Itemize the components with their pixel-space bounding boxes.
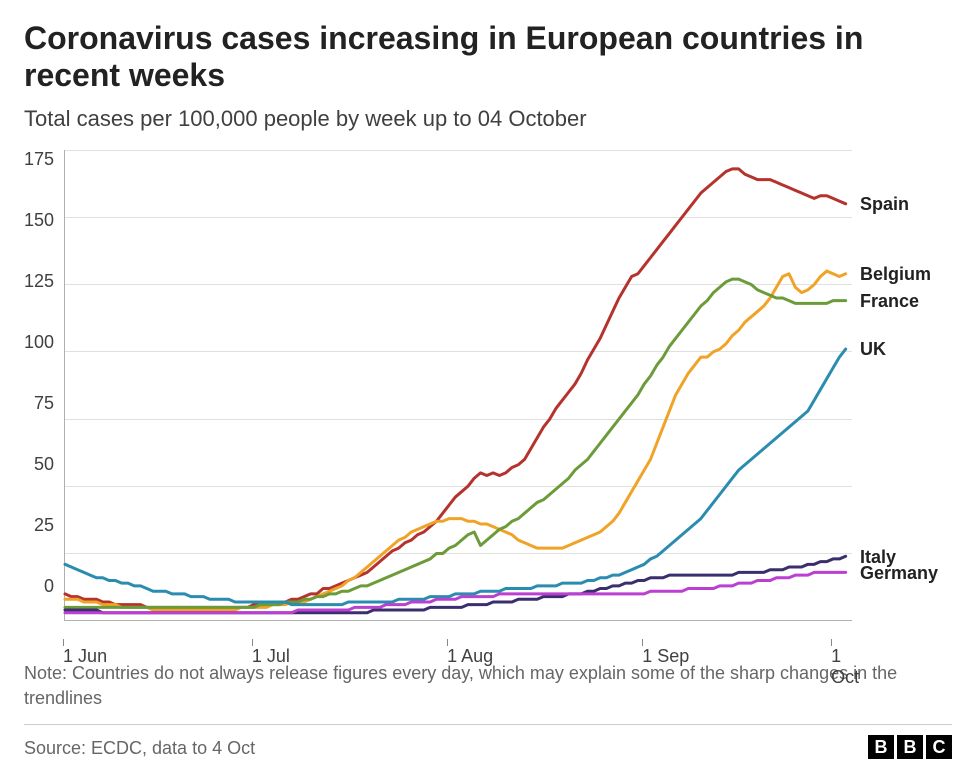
x-tick-label: 1 Oct (831, 646, 859, 688)
chart-note: Note: Countries do not always release fi… (24, 661, 952, 710)
bbc-logo-letter: B (897, 735, 923, 759)
y-tick-label: 25 (34, 516, 54, 534)
series-line-belgium (65, 271, 846, 610)
chart-container: 175 150 125 100 75 50 25 0 1 Jun1 Jul1 Aug1 Sep… (24, 150, 952, 622)
bbc-logo: BBC (868, 735, 952, 759)
x-tick-label: 1 Jun (63, 646, 107, 667)
y-tick-label: 100 (24, 333, 54, 351)
y-axis: 175 150 125 100 75 50 25 0 (24, 150, 64, 622)
y-tick-label: 175 (24, 150, 54, 168)
bbc-logo-letter: B (868, 735, 894, 759)
y-tick-label: 125 (24, 272, 54, 290)
y-tick-label: 75 (34, 394, 54, 412)
chart-footer: Source: ECDC, data to 4 Oct BBC (24, 724, 952, 759)
series-line-uk (65, 349, 846, 605)
x-tick-label: 1 Jul (252, 646, 290, 667)
y-tick-label: 150 (24, 211, 54, 229)
series-label-germany: Germany (860, 564, 938, 582)
x-tick-label: 1 Sep (642, 646, 689, 667)
series-label-belgium: Belgium (860, 265, 931, 283)
line-series-svg (65, 150, 852, 621)
series-label-uk: UK (860, 340, 886, 358)
chart-subtitle: Total cases per 100,000 people by week u… (24, 106, 952, 132)
y-tick-label: 0 (44, 577, 54, 595)
series-labels: SpainBelgiumFranceUKItalyGermany (852, 150, 952, 622)
series-label-france: France (860, 292, 919, 310)
source-text: Source: ECDC, data to 4 Oct (24, 738, 255, 759)
x-tick-label: 1 Aug (447, 646, 493, 667)
plot-area: 1 Jun1 Jul1 Aug1 Sep1 Oct (64, 150, 852, 622)
series-line-france (65, 279, 846, 607)
y-tick-label: 50 (34, 455, 54, 473)
series-label-spain: Spain (860, 195, 909, 213)
chart-title: Coronavirus cases increasing in European… (24, 20, 952, 94)
bbc-logo-letter: C (926, 735, 952, 759)
series-line-spain (65, 168, 846, 607)
